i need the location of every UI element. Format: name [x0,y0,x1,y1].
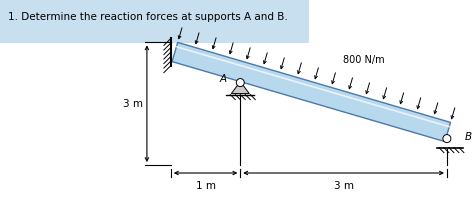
Circle shape [237,79,244,87]
Text: B: B [465,132,472,142]
Text: 3 m: 3 m [334,181,354,191]
Text: 1. Determine the reaction forces at supports A and B.: 1. Determine the reaction forces at supp… [8,12,288,22]
Circle shape [443,135,451,143]
Polygon shape [231,82,249,94]
Text: 1 m: 1 m [196,181,216,191]
Text: 800 N/m: 800 N/m [343,55,385,65]
Text: 3 m: 3 m [123,99,143,109]
Text: A: A [219,74,226,84]
Polygon shape [172,42,450,142]
